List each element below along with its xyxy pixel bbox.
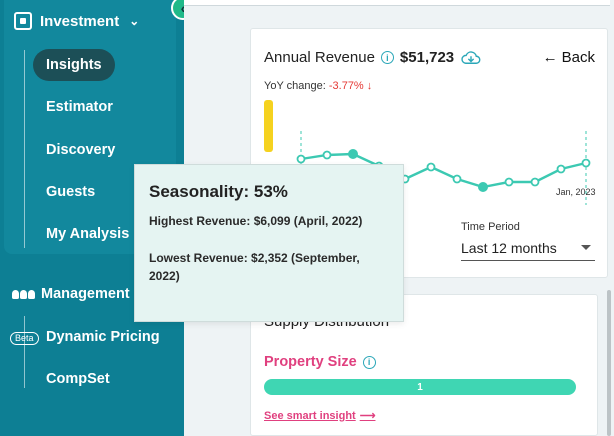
revenue-header: Annual Revenue i $51,723 xyxy=(264,49,482,66)
scrollbar[interactable] xyxy=(607,290,611,436)
property-size-bar[interactable]: 1 xyxy=(264,379,576,395)
back-label: Back xyxy=(561,49,595,66)
property-size-header: Property Size i xyxy=(264,354,376,370)
yoy-label: YoY change: xyxy=(264,80,326,92)
see-smart-insight-link[interactable]: See smart insight ⟶ xyxy=(264,409,376,423)
chart-point[interactable] xyxy=(426,162,436,172)
chevron-down-icon: ⌄ xyxy=(129,14,140,28)
sidebar-item-dynamic-pricing[interactable]: Dynamic Pricing xyxy=(46,329,160,345)
info-icon[interactable]: i xyxy=(362,355,376,369)
management-menu-toggle[interactable]: Management ⌄ xyxy=(12,286,148,302)
tree-line xyxy=(24,50,25,248)
time-period-label: Time Period xyxy=(461,221,520,233)
wallet-icon xyxy=(14,12,32,30)
investment-menu-toggle[interactable]: Investment ⌄ xyxy=(14,12,139,30)
highlight-marker xyxy=(264,100,273,152)
yoy-value: -3.77% ↓ xyxy=(328,80,373,92)
arrow-right-icon: ⟶ xyxy=(359,410,376,422)
sidebar-item-guests[interactable]: Guests xyxy=(46,184,96,200)
investment-title: Investment xyxy=(40,12,120,30)
top-bar xyxy=(184,0,610,6)
sidebar-item-my-analysis[interactable]: My Analysis xyxy=(46,226,130,242)
chart-point[interactable] xyxy=(556,164,566,174)
chart-point[interactable] xyxy=(530,177,540,187)
chart-point-highest[interactable] xyxy=(348,149,358,159)
chart-point-lowest[interactable] xyxy=(478,182,488,192)
management-title: Management xyxy=(41,286,130,302)
revenue-points xyxy=(296,149,591,192)
property-size-bar-value: 1 xyxy=(417,381,423,393)
chart-point[interactable] xyxy=(504,177,514,187)
cloud-download-icon[interactable] xyxy=(460,50,482,65)
beta-badge: Beta xyxy=(10,332,39,345)
chart-point[interactable] xyxy=(296,154,306,164)
time-period-value: Last 12 months xyxy=(461,239,557,256)
seasonality-tooltip: Seasonality: 53% Highest Revenue: $6,099… xyxy=(134,164,404,322)
x-axis-end-label: Jan, 2023 xyxy=(556,187,596,197)
tooltip-lowest: Lowest Revenue: $2,352 (September, 2022) xyxy=(149,251,360,283)
info-icon[interactable]: i xyxy=(380,51,394,64)
revenue-sparkline[interactable] xyxy=(285,111,603,205)
revenue-amount: $51,723 xyxy=(399,49,455,66)
smart-insight-label: See smart insight xyxy=(264,409,356,422)
chart-point[interactable] xyxy=(322,150,332,160)
chevron-left-icon: ‹ xyxy=(180,0,186,16)
revenue-title: Annual Revenue xyxy=(264,49,375,66)
yoy-change: YoY change: -3.77% ↓ xyxy=(264,80,372,92)
sidebar-item-compset[interactable]: CompSet xyxy=(46,371,110,387)
sidebar-item-estimator[interactable]: Estimator xyxy=(46,99,113,115)
chart-point[interactable] xyxy=(581,158,591,168)
chart-point[interactable] xyxy=(452,174,462,184)
property-size-label: Property Size xyxy=(264,354,357,370)
group-icon xyxy=(12,289,35,299)
tooltip-title: Seasonality: 53% xyxy=(149,182,288,201)
sidebar-item-insights[interactable]: Insights xyxy=(33,49,115,81)
tooltip-highest: Highest Revenue: $6,099 (April, 2022) xyxy=(149,214,363,228)
tree-line xyxy=(24,316,25,388)
back-button[interactable]: ← Back xyxy=(543,49,595,66)
caret-down-icon xyxy=(581,245,591,250)
time-period-select[interactable]: Last 12 months xyxy=(461,235,595,261)
sidebar-item-discovery[interactable]: Discovery xyxy=(46,142,116,158)
arrow-left-icon: ← xyxy=(542,49,558,66)
